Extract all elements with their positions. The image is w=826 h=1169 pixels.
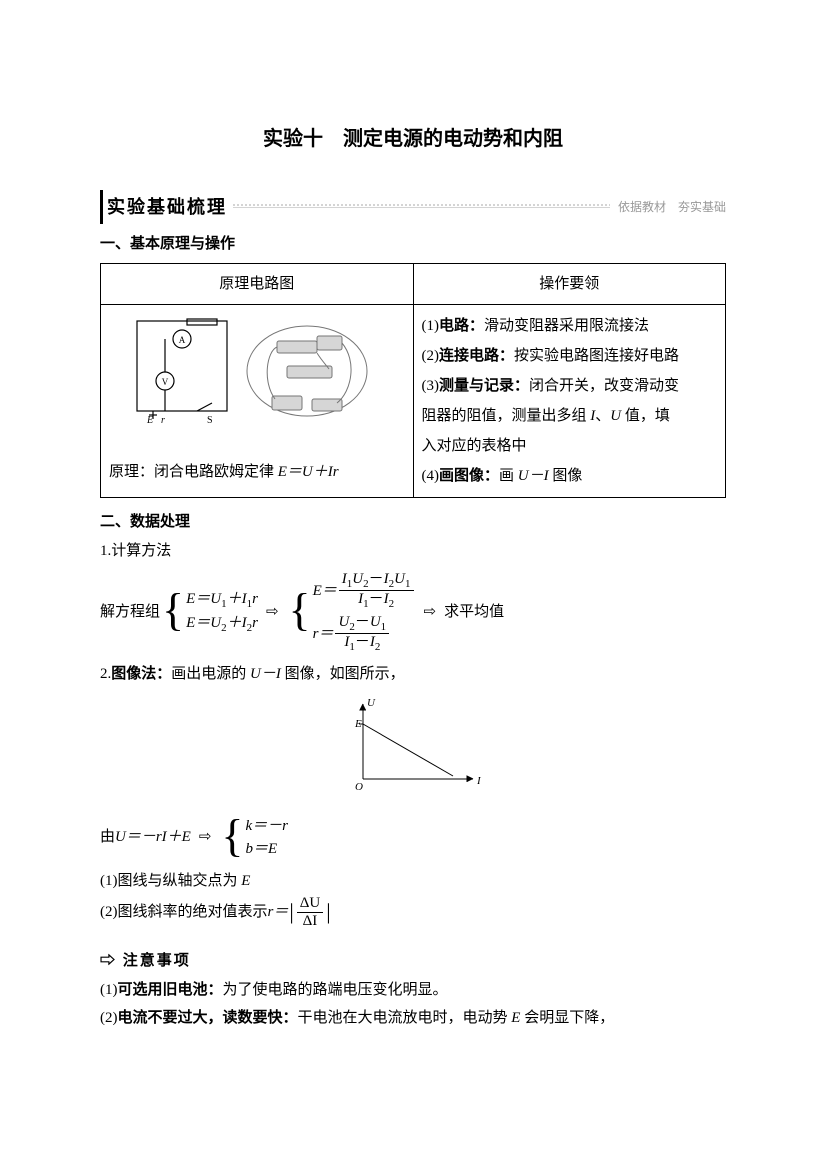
section-banner: 实验基础梳理 依据教材 夯实基础 — [100, 190, 726, 224]
eq-1: E＝U1＋I1r — [186, 588, 258, 613]
page: 实验十 测定电源的电动势和内阻 实验基础梳理 依据教材 夯实基础 一、基本原理与… — [0, 0, 826, 1093]
banner-line — [233, 204, 610, 210]
calc-equations: 解方程组 { E＝U1＋I1r E＝U2＋I2r ⇨ { E＝ I1U2－I2U… — [100, 571, 726, 653]
note-2: (2)电流不要过大，读数要快：干电池在大电流放电时，电动势 E 会明显下降， — [100, 1004, 726, 1033]
op-3b: 阻器的阻值，测量出多组 I、U 值，填 — [422, 401, 718, 431]
brace-3: { — [221, 813, 243, 859]
section-2-heading: 二、数据处理 — [100, 508, 726, 537]
ops-list: (1)电路：滑动变阻器采用限流接法 (2)连接电路：按实验电路图连接好电路 (3… — [422, 311, 718, 491]
sol-E: E＝ I1U2－I2U1 I1－I2 — [313, 571, 416, 610]
svg-text:r: r — [161, 415, 165, 426]
point-2: (2)图线斜率的绝对值表示 r＝ ΔU ΔI — [100, 895, 726, 929]
table-header-ops: 操作要领 — [413, 263, 726, 305]
svg-text:V: V — [162, 377, 169, 387]
svg-text:A: A — [179, 335, 186, 345]
ui-graph: E U O I — [100, 694, 726, 805]
banner-right-text: 依据教材 夯实基础 — [618, 196, 726, 219]
svg-text:S: S — [207, 415, 213, 426]
calc-prefix: 解方程组 — [100, 598, 160, 627]
svg-text:E: E — [146, 415, 153, 426]
graph-label-O: O — [355, 781, 363, 793]
table-header-circuit: 原理电路图 — [101, 263, 414, 305]
notes-heading: ⇨ 注意事项 — [100, 947, 726, 976]
method-2-title: 2.图像法：画出电源的 U－I 图像，如图所示， — [100, 660, 726, 689]
graph-label-U: U — [367, 697, 376, 709]
circuit-caption-prefix: 原理：闭合电路欧姆定律 — [109, 464, 278, 480]
banner-label: 实验基础梳理 — [100, 190, 227, 224]
arrow-2: ⇨ — [424, 598, 437, 627]
linear-form: 由 U＝－rI＋E ⇨ { k＝－r b＝E — [100, 815, 726, 861]
sol-r: r＝ U2－U1 I1－I2 — [313, 614, 416, 653]
circuit-diagram: A V E r S — [127, 311, 387, 441]
graph-label-I: I — [476, 775, 482, 787]
op-3: (3)测量与记录：闭合开关，改变滑动变 — [422, 371, 718, 401]
calc-tail: 求平均值 — [444, 598, 504, 627]
ops-cell: (1)电路：滑动变阻器采用限流接法 (2)连接电路：按实验电路图连接好电路 (3… — [413, 305, 726, 498]
system-1: E＝U1＋I1r E＝U2＋I2r — [186, 588, 258, 637]
op-2: (2)连接电路：按实验电路图连接好电路 — [422, 341, 718, 371]
system-2: E＝ I1U2－I2U1 I1－I2 r＝ U2－U1 I1－I2 — [313, 571, 416, 653]
circuit-caption: 原理：闭合电路欧姆定律 E＝U＋Ir — [109, 458, 405, 487]
brace-1: { — [162, 587, 184, 633]
eq-2: E＝U2＋I2r — [186, 612, 258, 637]
op-3c: 入对应的表格中 — [422, 431, 718, 461]
circuit-formula: E＝U＋Ir — [278, 464, 339, 480]
kb-stack: k＝－r b＝E — [246, 815, 289, 860]
graph-label-E: E — [354, 718, 362, 730]
method-1-title: 1.计算方法 — [100, 537, 726, 566]
page-title: 实验十 测定电源的电动势和内阻 — [100, 120, 726, 158]
point-1: (1)图线与纵轴交点为 E — [100, 867, 726, 896]
note-1: (1)可选用旧电池：为了使电路的路端电压变化明显。 — [100, 976, 726, 1005]
op-4: (4)画图像：画 U－I 图像 — [422, 461, 718, 491]
brace-2: { — [289, 587, 311, 633]
circuit-cell: A V E r S — [101, 305, 414, 498]
op-1: (1)电路：滑动变阻器采用限流接法 — [422, 311, 718, 341]
arrow-1: ⇨ — [266, 598, 279, 627]
section-1-heading: 一、基本原理与操作 — [100, 230, 726, 259]
principle-table: 原理电路图 操作要领 A V — [100, 263, 726, 499]
